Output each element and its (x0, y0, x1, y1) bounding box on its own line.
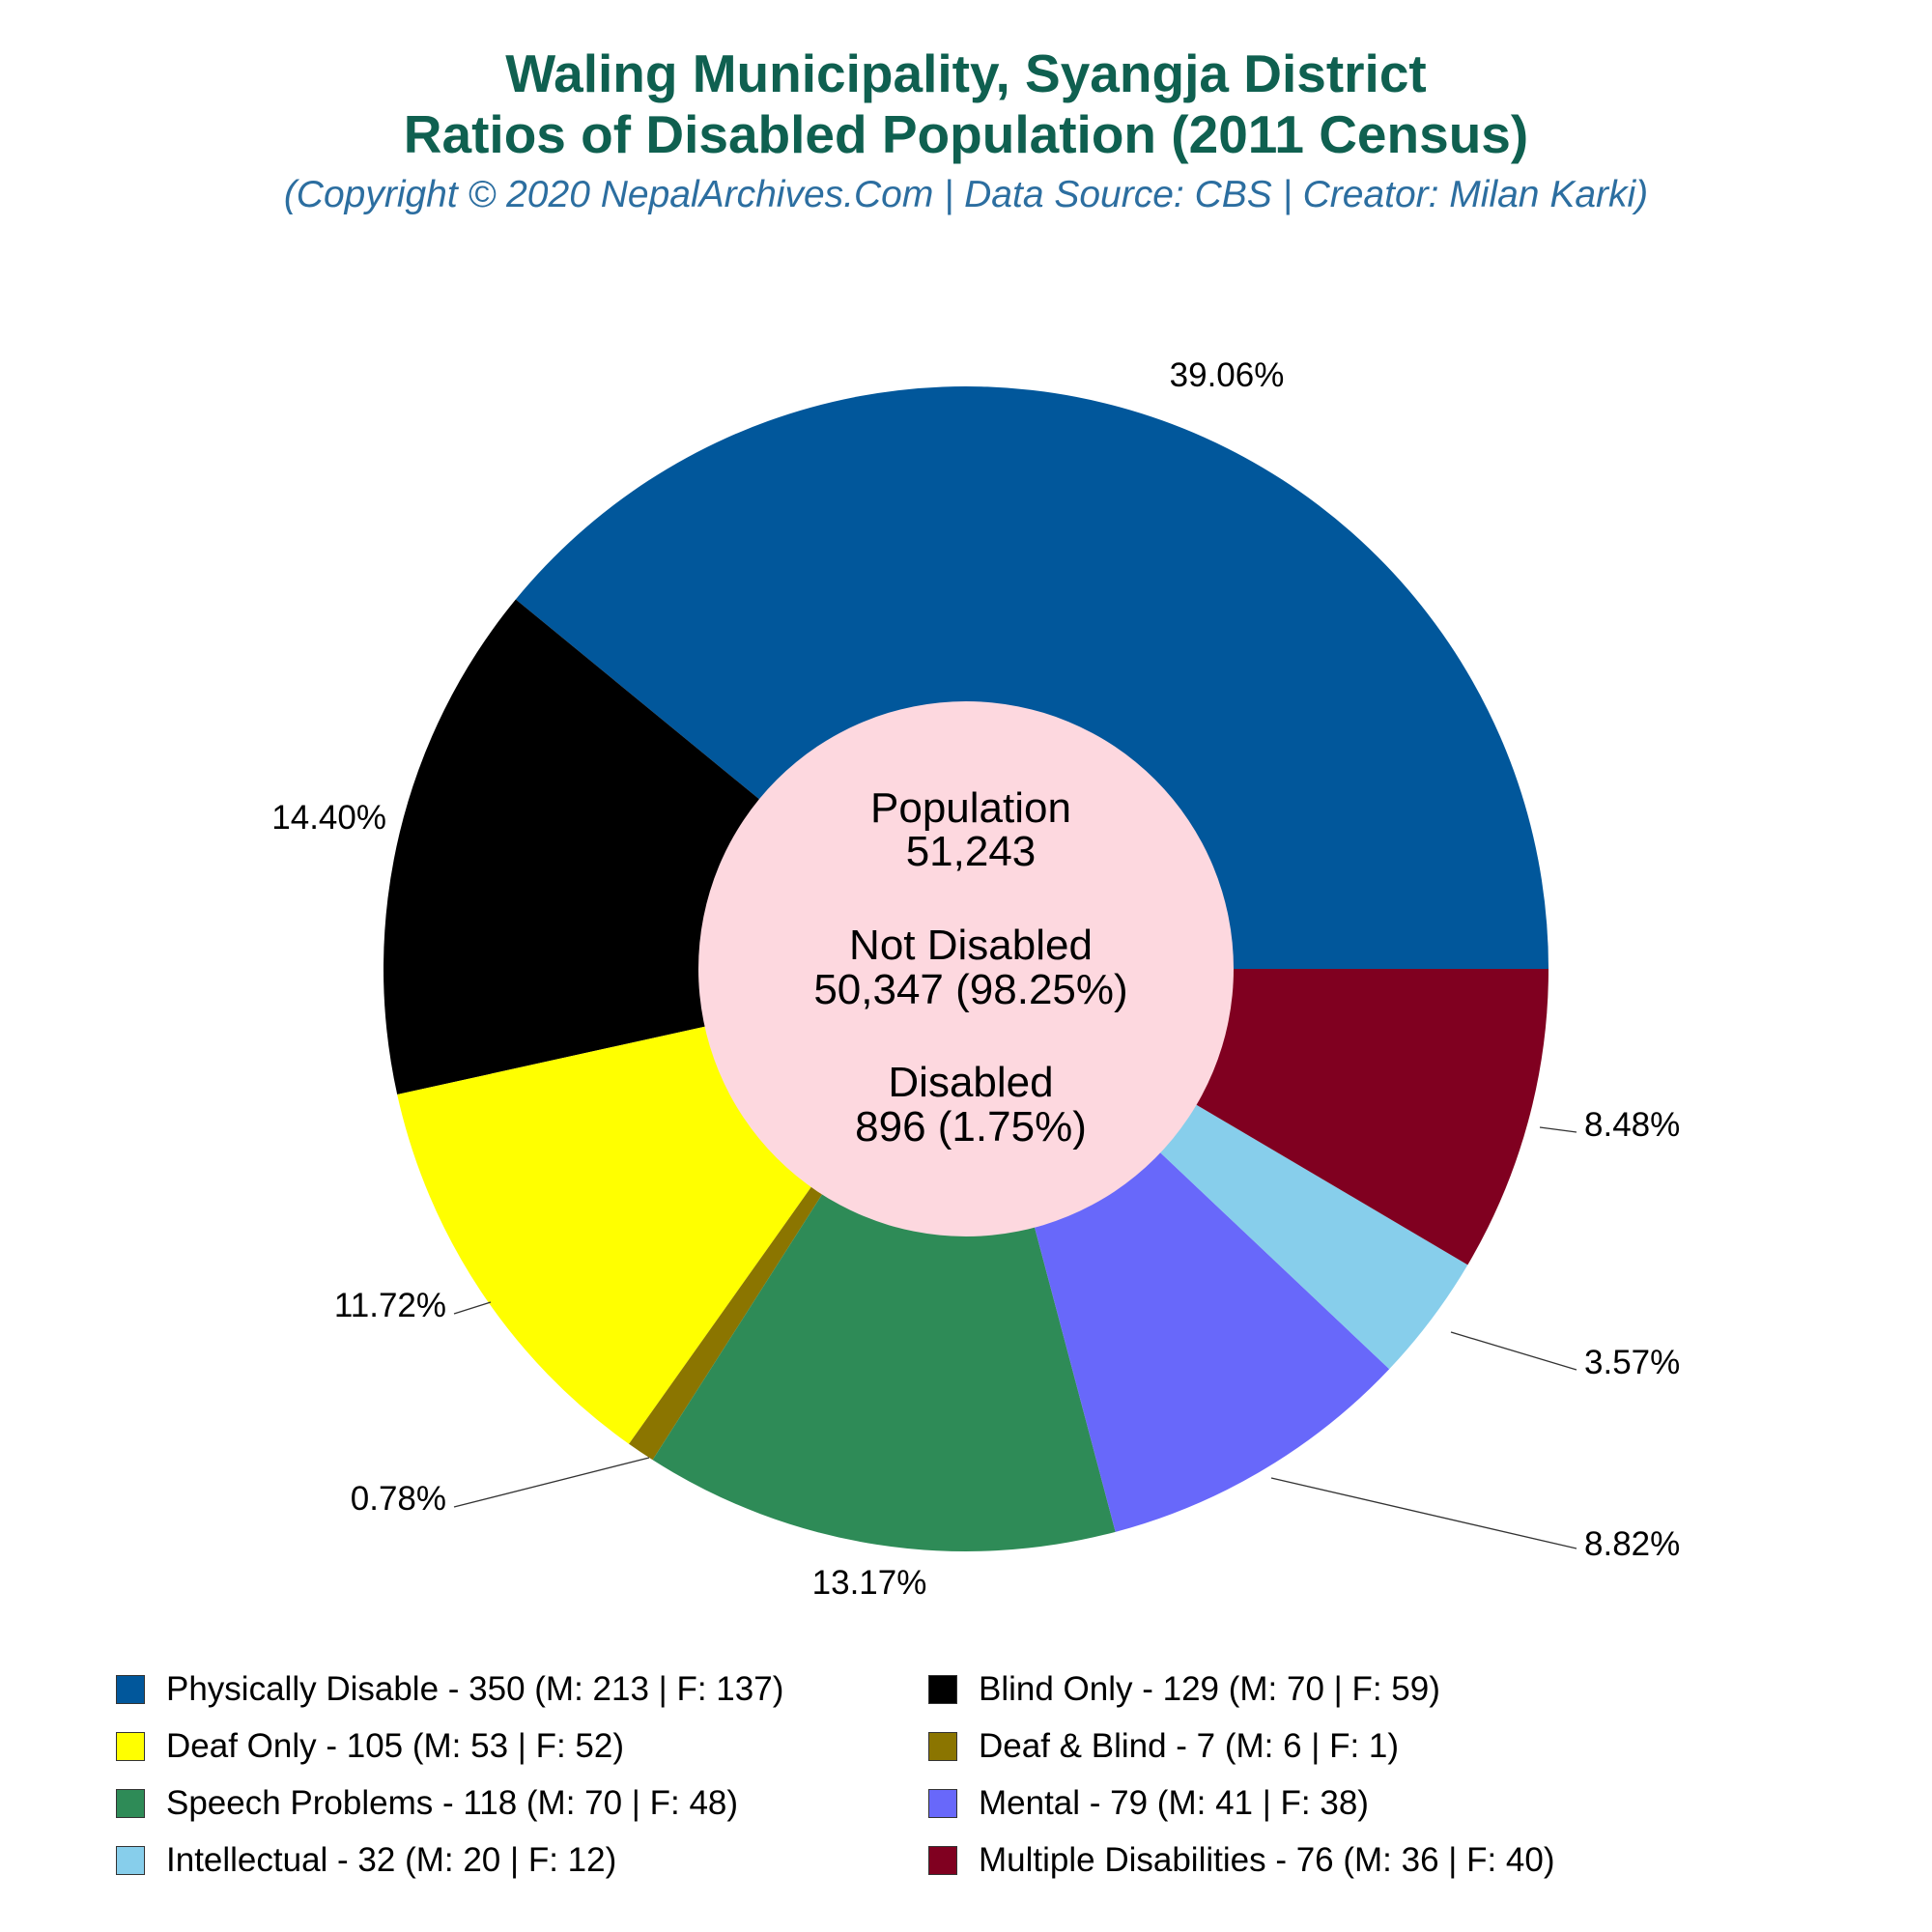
center-population-label: Population (870, 784, 1071, 832)
leader-line (453, 1301, 492, 1315)
center-disabled-label: Disabled (888, 1059, 1053, 1106)
leader-lines (453, 1126, 1577, 1549)
legend-item: Blind Only - 129 (M: 70 | F: 59) (928, 1666, 1440, 1713)
chart-title-line-1: Waling Municipality, Syangja District (505, 43, 1427, 103)
legend-label: Speech Problems - 118 (M: 70 | F: 48) (166, 1784, 739, 1822)
percent-labels: 39.06% 14.40% 11.72% 0.78% 13.17% 8.82% 3.57% 8… (271, 356, 1680, 1602)
percent-label: 13.17% (812, 1564, 927, 1602)
percent-label: 8.82% (1584, 1525, 1680, 1563)
legend-item: Speech Problems - 118 (M: 70 | F: 48) (116, 1780, 738, 1827)
legend-swatch (928, 1675, 957, 1704)
legend-label: Mental - 79 (M: 41 | F: 38) (979, 1784, 1369, 1822)
legend-item: Multiple Disabilities - 76 (M: 36 | F: 4… (928, 1837, 1555, 1884)
leader-line (1539, 1126, 1577, 1133)
percent-label: 39.06% (1170, 356, 1285, 394)
legend-item: Mental - 79 (M: 41 | F: 38) (928, 1780, 1369, 1827)
legend-label: Multiple Disabilities - 76 (M: 36 | F: 4… (979, 1841, 1555, 1879)
percent-label: 11.72% (334, 1287, 446, 1324)
chart-title-line-2: Ratios of Disabled Population (2011 Cens… (403, 104, 1529, 164)
leader-line (453, 1457, 650, 1508)
legend: Physically Disable - 350 (M: 213 | F: 13… (0, 1666, 1932, 1889)
legend-swatch (928, 1846, 957, 1875)
legend-label: Blind Only - 129 (M: 70 | F: 59) (979, 1670, 1440, 1708)
legend-label: Deaf & Blind - 7 (M: 6 | F: 1) (979, 1727, 1400, 1765)
legend-swatch (116, 1789, 145, 1818)
legend-item: Intellectual - 32 (M: 20 | F: 12) (116, 1837, 616, 1884)
center-circle (698, 701, 1234, 1236)
legend-label: Intellectual - 32 (M: 20 | F: 12) (166, 1841, 617, 1879)
chart-subtitle: (Copyright © 2020 NepalArchives.Com | Da… (283, 174, 1649, 215)
legend-swatch (928, 1732, 957, 1761)
legend-swatch (116, 1675, 145, 1704)
legend-item: Deaf & Blind - 7 (M: 6 | F: 1) (928, 1723, 1399, 1770)
percent-label: 0.78% (351, 1480, 446, 1518)
percent-label: 14.40% (271, 799, 386, 837)
center-text: Population 51,243 Not Disabled 50,347 (9… (813, 784, 1127, 1151)
leader-line (1270, 1477, 1577, 1549)
center-disabled-value: 896 (1.75%) (855, 1103, 1087, 1151)
legend-label: Physically Disable - 350 (M: 213 | F: 13… (166, 1670, 784, 1708)
center-population-value: 51,243 (906, 828, 1037, 875)
legend-swatch (116, 1732, 145, 1761)
center-not-disabled-value: 50,347 (98.25%) (813, 966, 1127, 1013)
legend-item: Physically Disable - 350 (M: 213 | F: 13… (116, 1666, 783, 1713)
percent-label: 8.48% (1584, 1106, 1680, 1144)
leader-line (1450, 1331, 1577, 1371)
legend-label: Deaf Only - 105 (M: 53 | F: 52) (166, 1727, 624, 1765)
legend-item: Deaf Only - 105 (M: 53 | F: 52) (116, 1723, 624, 1770)
legend-swatch (116, 1846, 145, 1875)
slice-physically-disable (515, 385, 1548, 969)
legend-swatch (928, 1789, 957, 1818)
percent-label: 3.57% (1584, 1344, 1680, 1381)
center-not-disabled-label: Not Disabled (849, 922, 1093, 969)
